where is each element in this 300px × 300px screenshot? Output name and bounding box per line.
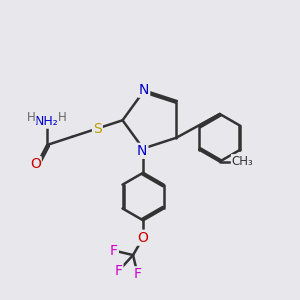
Text: N: N: [139, 83, 149, 97]
Text: NH₂: NH₂: [35, 115, 59, 128]
Text: O: O: [30, 157, 41, 171]
Text: O: O: [138, 231, 148, 245]
Text: F: F: [134, 267, 142, 281]
Text: S: S: [93, 122, 102, 136]
Text: N: N: [137, 144, 147, 158]
Text: H: H: [27, 111, 36, 124]
Text: F: F: [110, 244, 118, 257]
Text: CH₃: CH₃: [232, 155, 254, 168]
Text: F: F: [114, 264, 122, 278]
Text: H: H: [58, 111, 67, 124]
